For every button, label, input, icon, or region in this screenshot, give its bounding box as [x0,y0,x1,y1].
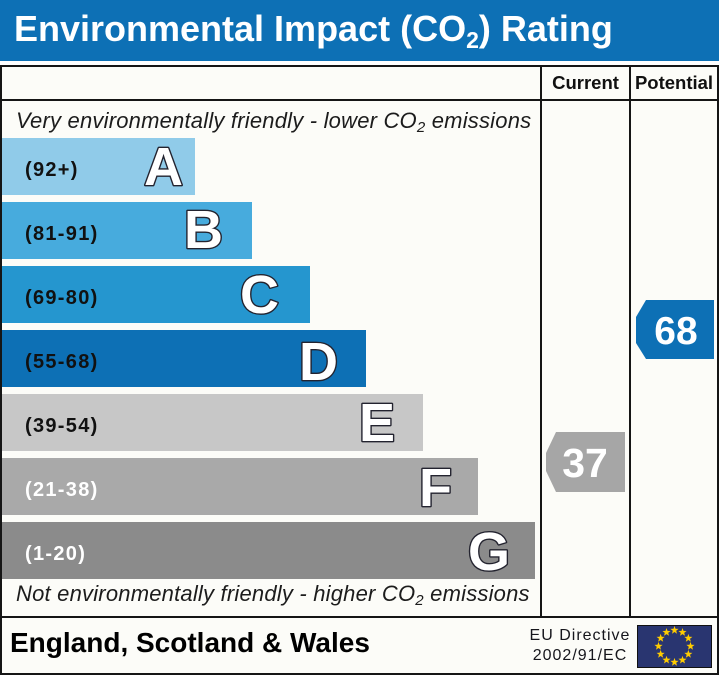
svg-text:E: E [359,393,395,453]
svg-text:A: A [144,137,183,197]
svg-text:B: B [184,200,223,260]
svg-text:C: C [240,265,279,325]
svg-text:37: 37 [562,440,608,486]
svg-text:68: 68 [654,310,697,353]
svg-text:F: F [419,458,452,518]
svg-text:G: G [468,522,510,582]
svg-text:D: D [299,332,338,392]
